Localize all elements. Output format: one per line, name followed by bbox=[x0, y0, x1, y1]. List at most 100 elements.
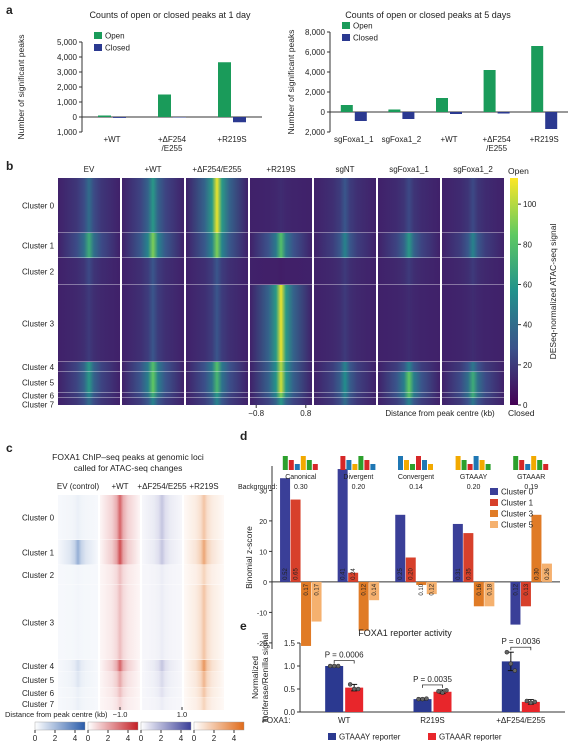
colorbar-tick-label: 2 bbox=[159, 734, 164, 743]
value-label: 0.30 bbox=[534, 568, 540, 580]
heatmap-cell bbox=[58, 362, 120, 372]
heatmap-cell bbox=[378, 178, 440, 233]
motif-logo-glyph bbox=[486, 464, 491, 470]
heatmap-cell bbox=[250, 372, 312, 393]
heatmap-cell bbox=[58, 688, 98, 698]
row-label: Cluster 5 bbox=[22, 379, 55, 388]
heatmap-cell bbox=[378, 233, 440, 258]
heatmap-cell bbox=[442, 285, 504, 362]
value-label: 0.10 bbox=[419, 583, 425, 595]
legend-swatch bbox=[490, 488, 498, 495]
column-label: +WT bbox=[144, 165, 161, 174]
heatmap-cell bbox=[442, 178, 504, 233]
y-tick-label: 1.0 bbox=[284, 662, 296, 671]
background-value: 0.14 bbox=[409, 484, 423, 491]
motif-logo-glyph bbox=[340, 456, 345, 470]
value-label: 0.41 bbox=[341, 568, 347, 580]
y-tick-label: 3,000 bbox=[57, 68, 78, 77]
data-point bbox=[505, 650, 509, 654]
heatmap-cell bbox=[58, 672, 98, 688]
y-tick-label: 0 bbox=[321, 108, 326, 117]
heatmap-cell bbox=[442, 393, 504, 398]
heatmap-cell bbox=[314, 398, 376, 405]
colorbar-tick-label: 2 bbox=[212, 734, 217, 743]
colorbar-tick-label: 40 bbox=[523, 321, 532, 330]
colorbar-tick-label: 0 bbox=[139, 734, 144, 743]
column-label: sgNT bbox=[335, 165, 354, 174]
colorbar bbox=[88, 722, 138, 730]
heatmap-cell bbox=[58, 398, 120, 405]
motif-logo-glyph bbox=[428, 464, 433, 470]
motif-logo-glyph bbox=[404, 460, 409, 470]
heatmap-cell bbox=[142, 698, 182, 710]
legend-label: Open bbox=[105, 32, 125, 41]
heatmap-cell bbox=[142, 565, 182, 585]
column-label: +R219S bbox=[189, 482, 218, 491]
heatmap-cell bbox=[314, 393, 376, 398]
colorbar bbox=[35, 722, 85, 730]
bar bbox=[341, 105, 353, 112]
colorbar-tick-label: 2 bbox=[106, 734, 111, 743]
bar bbox=[280, 478, 290, 582]
colorbar-tick-label: 0 bbox=[33, 734, 38, 743]
colorbar-tick-label: 2 bbox=[53, 734, 58, 743]
text-line: +ΔF254 bbox=[158, 135, 187, 144]
motif-logo-glyph bbox=[283, 456, 288, 470]
row-label: Cluster 0 bbox=[22, 202, 55, 211]
heatmap-cell bbox=[186, 285, 248, 362]
chart-title: FOXA1 ChIP–seq peaks at genomic loci bbox=[52, 452, 204, 462]
y-tick-label: 8,000 bbox=[305, 28, 326, 37]
motif-logo-glyph bbox=[398, 456, 403, 470]
legend-label: Closed bbox=[105, 44, 130, 53]
row-label: Cluster 2 bbox=[22, 268, 55, 277]
significance-bracket bbox=[334, 661, 354, 664]
y-tick-label: 10 bbox=[259, 549, 267, 556]
column-label: EV bbox=[84, 165, 95, 174]
motif-logo-glyph bbox=[525, 464, 530, 470]
data-point bbox=[529, 701, 533, 705]
legend-swatch bbox=[490, 499, 498, 506]
legend-swatch bbox=[428, 733, 436, 740]
data-point bbox=[533, 700, 537, 704]
colorbar-top-label: Open bbox=[508, 166, 529, 176]
value-label: 0.26 bbox=[545, 568, 551, 580]
heatmap-cell bbox=[58, 393, 120, 398]
heatmap-cell bbox=[142, 585, 182, 660]
text-line: +ΔF254 bbox=[482, 135, 511, 144]
y-tick-label: 0 bbox=[73, 113, 78, 122]
motif-logo-glyph bbox=[370, 464, 375, 470]
x-tick-label: 0.8 bbox=[300, 409, 312, 418]
bar bbox=[325, 666, 343, 712]
value-label: 0.25 bbox=[398, 568, 404, 580]
x-tick-label: sgFoxa1_2 bbox=[382, 135, 422, 144]
motif-logo-glyph bbox=[519, 460, 524, 470]
heatmap-cell bbox=[314, 258, 376, 285]
column-label: +R219S bbox=[266, 165, 295, 174]
bar bbox=[218, 62, 231, 117]
legend-label: GTAAAY reporter bbox=[339, 733, 401, 742]
panel-letter: a bbox=[6, 3, 13, 17]
row-label: Cluster 6 bbox=[22, 392, 55, 401]
heatmap-cell bbox=[58, 285, 120, 362]
row-label: Cluster 5 bbox=[22, 676, 55, 685]
value-label: 0.52 bbox=[283, 568, 289, 580]
value-label: 0.18 bbox=[487, 583, 493, 595]
heatmap-cell bbox=[250, 233, 312, 258]
significance-bracket bbox=[423, 685, 443, 688]
data-point bbox=[513, 669, 517, 673]
column-label: EV (control) bbox=[57, 482, 100, 491]
heatmap-cell bbox=[250, 178, 312, 233]
y-tick-label: 2,000 bbox=[305, 88, 326, 97]
heatmap-cell bbox=[442, 362, 504, 372]
heatmap-cell bbox=[442, 398, 504, 405]
motif-logo-glyph bbox=[513, 456, 518, 470]
heatmap-cell bbox=[58, 178, 120, 233]
row-label: Cluster 3 bbox=[22, 320, 55, 329]
motif-logo-glyph bbox=[468, 464, 473, 470]
heatmap-cell bbox=[100, 672, 140, 688]
heatmap-cell bbox=[184, 565, 224, 585]
data-point bbox=[525, 699, 529, 703]
x-tick-label: −1.0 bbox=[113, 710, 128, 719]
x-tick-label: −0.8 bbox=[248, 409, 264, 418]
background-value: 0.19 bbox=[524, 484, 538, 491]
